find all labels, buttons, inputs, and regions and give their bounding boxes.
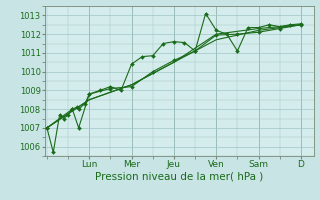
X-axis label: Pression niveau de la mer( hPa ): Pression niveau de la mer( hPa ) — [95, 172, 263, 182]
